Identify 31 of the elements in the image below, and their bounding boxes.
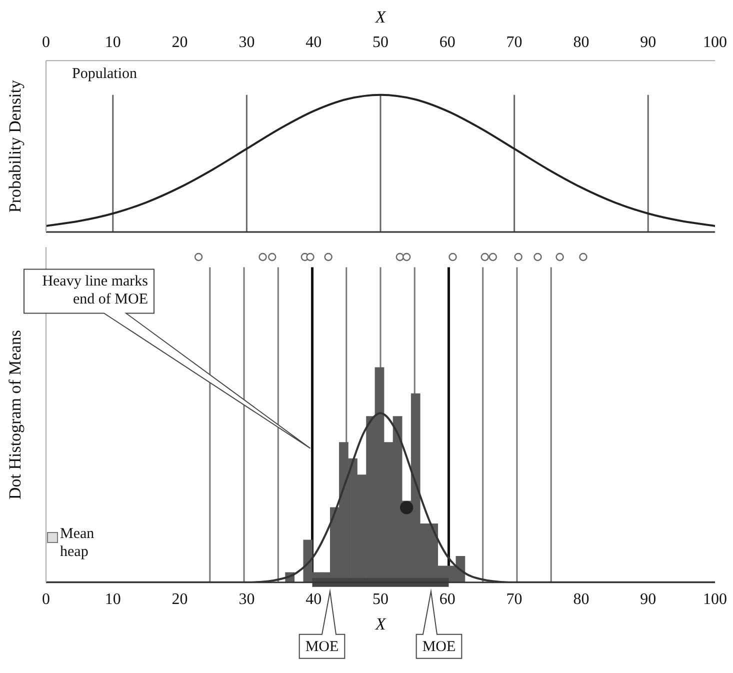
x-tick-label: 50 [372, 34, 388, 52]
text: Population [72, 66, 138, 82]
x-tick-label: 20 [172, 34, 188, 52]
text: MOE [305, 638, 339, 655]
x-tick-label: 70 [506, 34, 522, 52]
x-tick-label: 90 [640, 591, 656, 608]
x-tick-label: 50 [372, 591, 388, 608]
x-tick-label: 30 [238, 591, 255, 608]
x-tick-label: 10 [104, 591, 121, 608]
x-tick-label: 100 [703, 591, 727, 608]
x-tick-label: 40 [306, 591, 322, 608]
y-axis-title: Dot Histogram of Means [5, 330, 24, 500]
x-tick-label: 10 [104, 34, 121, 52]
x-tick-label: 90 [640, 34, 656, 52]
x-tick-label: 30 [238, 34, 255, 52]
x-tick-label: 80 [573, 591, 590, 608]
x-tick-label: 60 [439, 591, 456, 608]
y-axis-title: Probability Density [5, 79, 24, 213]
x-tick-label: 60 [439, 34, 456, 52]
x-tick-label: 20 [172, 591, 188, 608]
x-axis-title: X [374, 8, 386, 27]
x-tick-label: 0 [42, 34, 50, 52]
x-axis-title: X [374, 614, 386, 634]
annotation: Mean heap [60, 526, 95, 560]
text: MOE [422, 638, 456, 655]
x-tick-label: 70 [506, 591, 522, 608]
x-tick-label: 100 [703, 34, 727, 52]
annotation: Heavy line marks end of MOE [42, 274, 148, 308]
x-tick-label: 40 [306, 34, 322, 52]
x-tick-label: 0 [42, 591, 50, 608]
x-tick-label: 80 [573, 34, 590, 52]
